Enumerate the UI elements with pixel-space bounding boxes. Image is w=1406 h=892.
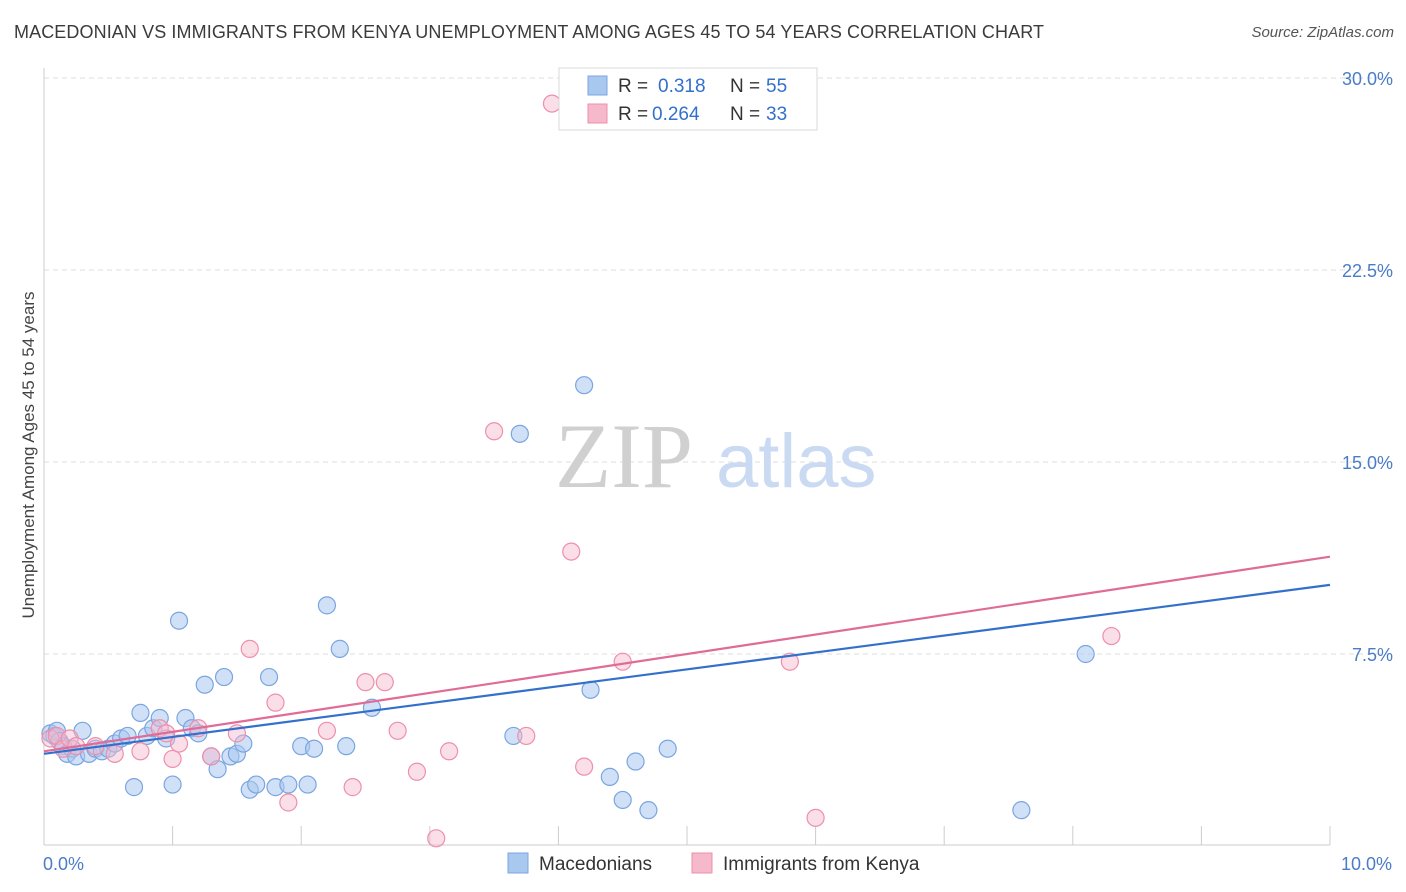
macedonians-point (259, 667, 279, 687)
stats-r-label-pink: R = (618, 104, 648, 125)
macedonians-point (279, 775, 298, 794)
macedonians-point (639, 801, 658, 820)
kenya-point (485, 422, 504, 441)
macedonians-point (234, 734, 253, 753)
kenya-point (240, 639, 259, 658)
kenya-point (343, 778, 362, 797)
kenya-point (407, 762, 427, 781)
macedonians-point (1076, 644, 1095, 664)
stats-legend-swatch-pink (587, 103, 608, 124)
y-axis-tick-labels: 7.5% 15.0% 22.5% 30.0% (1342, 69, 1393, 665)
trend-lines (43, 555, 1331, 755)
macedonians-point (214, 667, 234, 687)
macedonians-point (626, 752, 645, 771)
macedonians-trend-line (43, 583, 1331, 755)
kenya-point (388, 721, 407, 740)
series-legend: Macedonians Immigrants from Kenya (507, 852, 920, 875)
y-axis-label: Unemployment Among Ages 45 to 54 years (19, 292, 38, 619)
macedonians-point (298, 775, 317, 794)
macedonians-point (317, 596, 337, 615)
source-note: Source: ZipAtlas.com (1251, 24, 1394, 41)
kenya-point (279, 793, 298, 812)
x-tick-label-max: 10.0% (1341, 854, 1392, 874)
macedonians-point (131, 703, 150, 722)
kenya-point (575, 757, 594, 776)
stats-n-value-pink: 33 (766, 104, 787, 125)
macedonians-point (337, 737, 356, 756)
macedonians-point (575, 376, 594, 395)
chart-title: MACEDONIAN VS IMMIGRANTS FROM KENYA UNEM… (14, 22, 1045, 42)
stats-r-value-blue: 0.318 (658, 76, 706, 97)
macedonians-point (163, 775, 182, 794)
macedonians-point (330, 639, 349, 658)
legend-swatch-macedonians (507, 852, 529, 874)
y-tick-label: 7.5% (1352, 645, 1393, 665)
stats-n-label-blue: N = (730, 76, 760, 97)
stats-r-label-blue: R = (618, 76, 648, 97)
macedonians-point (150, 708, 169, 728)
macedonians-point (304, 739, 324, 758)
kenya-point (1102, 626, 1121, 646)
stats-n-label-pink: N = (730, 104, 760, 125)
legend-label-macedonians: Macedonians (539, 854, 652, 875)
macedonians-point (1012, 801, 1031, 820)
kenya-trend-line (43, 555, 1331, 753)
kenya-point (202, 747, 221, 766)
kenya-point (163, 749, 182, 769)
x-tick-label-min: 0.0% (43, 854, 84, 874)
y-tick-label: 22.5% (1342, 261, 1393, 281)
macedonians-point (195, 675, 214, 694)
macedonians-point (504, 726, 523, 746)
macedonians-point (658, 739, 677, 758)
legend-swatch-kenya (691, 852, 713, 874)
stats-legend: R = 0.318 N = 55 R = 0.264 N = 33 (558, 67, 818, 131)
macedonians-point (169, 611, 189, 630)
series-kenya-points (41, 94, 1121, 848)
macedonians-point (600, 767, 619, 786)
legend-label-kenya: Immigrants from Kenya (723, 854, 920, 875)
kenya-point (375, 673, 394, 692)
kenya-point (562, 542, 581, 561)
macedonians-point (247, 775, 266, 794)
kenya-point (542, 94, 562, 113)
watermark-zip: ZIP (555, 405, 693, 507)
macedonians-point (613, 790, 632, 810)
kenya-point (427, 829, 446, 848)
kenya-point (317, 721, 337, 740)
y-tick-label: 30.0% (1342, 69, 1393, 89)
stats-legend-swatch-blue (587, 75, 608, 96)
series-macedonians-points (41, 376, 1095, 820)
stats-r-value-pink: 0.264 (652, 104, 700, 125)
kenya-point (517, 726, 536, 746)
kenya-point (131, 742, 150, 761)
kenya-point (439, 742, 459, 761)
macedonians-point (510, 424, 529, 443)
x-axis-ticks (43, 826, 1331, 845)
kenya-point (105, 744, 124, 763)
stats-n-value-blue: 55 (766, 76, 787, 97)
y-tick-label: 15.0% (1342, 453, 1393, 473)
watermark-atlas: atlas (716, 419, 877, 504)
kenya-point (806, 808, 825, 827)
kenya-point (266, 693, 285, 712)
macedonians-point (124, 778, 144, 797)
kenya-point (356, 673, 375, 692)
kenya-point (613, 652, 632, 671)
